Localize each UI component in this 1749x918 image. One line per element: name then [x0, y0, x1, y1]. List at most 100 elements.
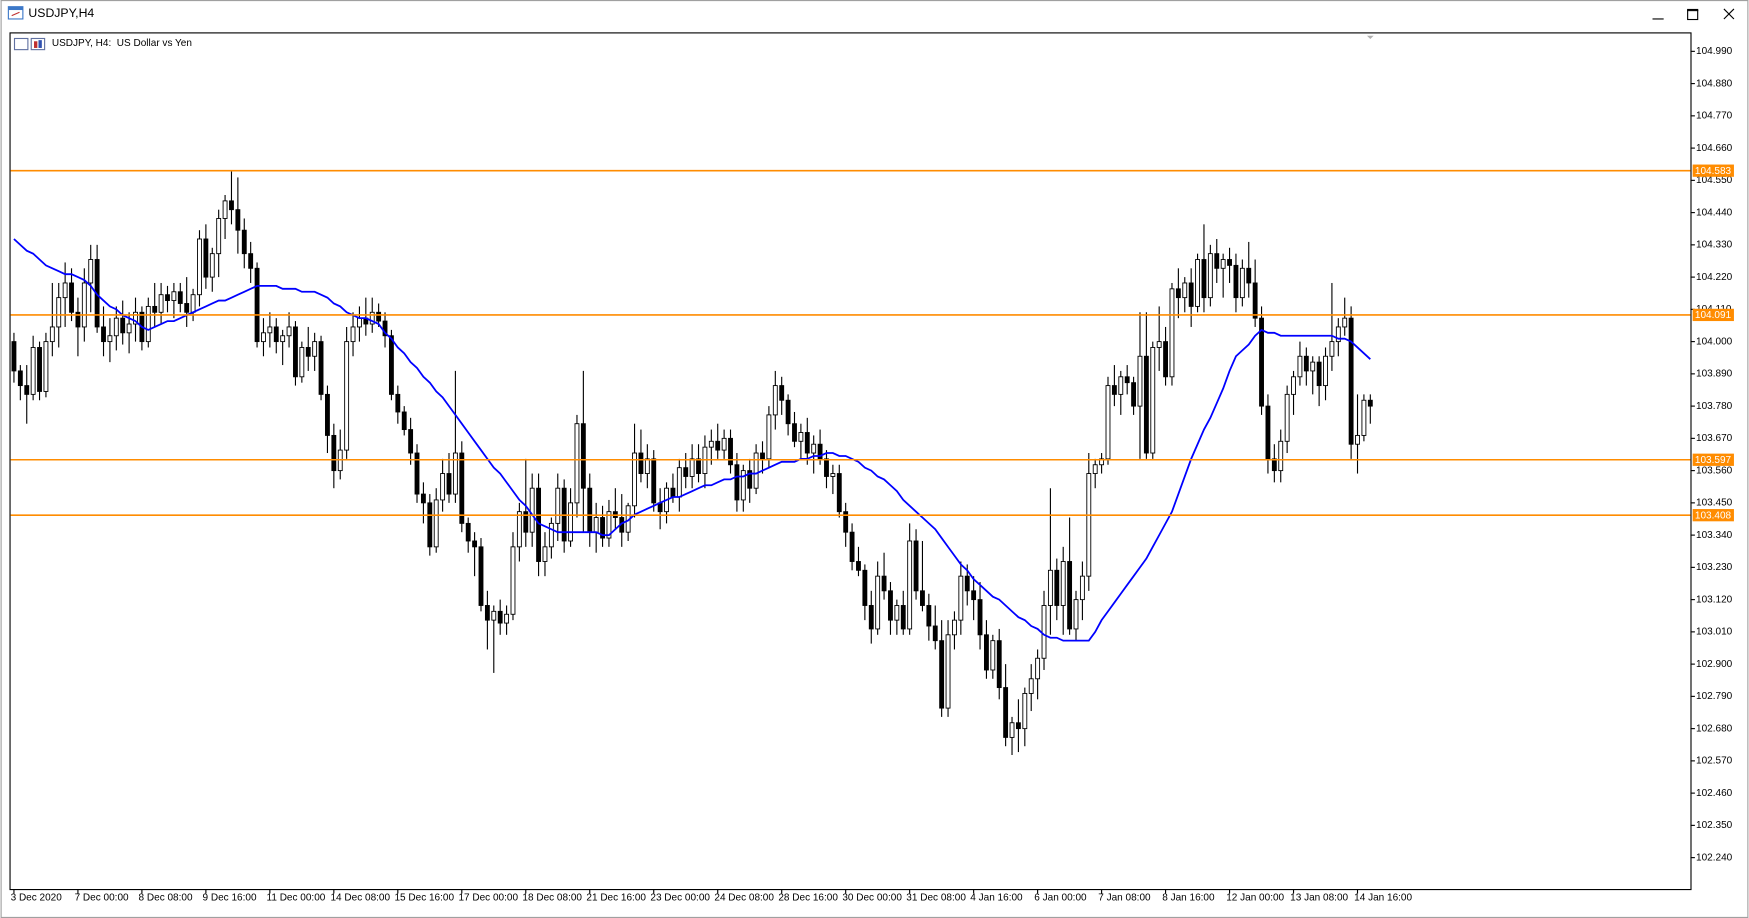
- candle-body: [856, 561, 861, 571]
- candle-body: [24, 385, 30, 395]
- y-tick-label: 102.570: [1696, 756, 1733, 767]
- candle-body: [817, 443, 823, 460]
- shift-marker: [1366, 35, 1374, 40]
- y-tick-label: 103.010: [1696, 627, 1733, 638]
- symbol-icon: [13, 37, 46, 51]
- chart-title: USDJPY, H4: US Dollar vs Yen: [52, 38, 192, 49]
- candle-body: [446, 473, 452, 495]
- candle-body: [408, 429, 414, 454]
- candle-body: [785, 399, 791, 425]
- candle-body: [1323, 355, 1328, 387]
- candle-body: [133, 311, 138, 325]
- candle-body: [184, 303, 190, 313]
- candle-body: [830, 473, 836, 477]
- candle-body: [932, 625, 938, 642]
- x-tick-label: 13 Jan 08:00: [1290, 893, 1348, 904]
- candle-body: [792, 423, 797, 442]
- candle-body: [1028, 678, 1034, 694]
- candle-body: [1105, 385, 1111, 460]
- candle-body: [1361, 399, 1367, 436]
- candle-body: [273, 326, 279, 343]
- candle-body: [958, 575, 964, 621]
- candle-body: [312, 341, 318, 357]
- x-tick-label: 8 Jan 16:00: [1162, 893, 1215, 904]
- candle-body: [331, 434, 337, 472]
- candle-body: [88, 259, 94, 284]
- candle-body: [728, 437, 733, 466]
- y-tick-label: 103.670: [1696, 433, 1733, 444]
- candle-body: [388, 335, 394, 395]
- candle-body: [267, 326, 273, 334]
- candle-body: [644, 458, 650, 474]
- candle-body: [145, 305, 151, 343]
- candle-body: [254, 267, 260, 343]
- candle-body: [721, 437, 727, 451]
- x-tick-label: 18 Dec 08:00: [522, 893, 582, 904]
- candle-body: [1054, 569, 1060, 606]
- candle-body: [1265, 405, 1271, 460]
- candle-body: [984, 634, 989, 671]
- candle-body: [299, 347, 305, 378]
- candle-body: [1041, 605, 1047, 659]
- candle-body: [779, 385, 785, 401]
- candle-body: [1047, 569, 1053, 606]
- y-tick-label: 104.880: [1696, 78, 1733, 89]
- candle-body: [1035, 657, 1041, 680]
- candle-body: [286, 326, 292, 337]
- candle-body: [43, 341, 49, 392]
- candle-body: [875, 575, 881, 630]
- candle-body: [1252, 282, 1258, 319]
- candle-body: [798, 432, 804, 442]
- candle-body: [1067, 561, 1073, 630]
- candle-body: [811, 443, 817, 454]
- candle-body: [900, 605, 906, 630]
- candle-body: [401, 411, 407, 431]
- level-tag: [1692, 308, 1734, 322]
- y-tick-label: 102.460: [1696, 788, 1733, 799]
- candle-body: [651, 458, 657, 504]
- candle-body: [1073, 599, 1079, 630]
- candle-body: [1220, 259, 1226, 269]
- candle-body: [216, 218, 222, 255]
- candle-body: [248, 253, 254, 269]
- level-tag: [1692, 164, 1734, 177]
- x-tick-label: 17 Dec 00:00: [458, 893, 518, 904]
- close-button[interactable]: [1723, 8, 1735, 20]
- candle-body: [1207, 253, 1213, 299]
- candle-body: [472, 540, 478, 548]
- x-tick-label: 21 Dec 16:00: [586, 893, 646, 904]
- x-tick-label: 3 Dec 2020: [11, 893, 63, 904]
- candle-body: [1118, 376, 1124, 395]
- candle-body: [229, 200, 234, 211]
- candle-body: [990, 640, 996, 671]
- candle-body: [478, 546, 484, 606]
- y-tick-label: 104.440: [1696, 207, 1733, 218]
- candle-body: [907, 540, 913, 630]
- candle-body: [1092, 464, 1098, 474]
- y-tick-label: 104.000: [1696, 336, 1733, 347]
- x-tick-label: 8 Dec 08:00: [139, 893, 193, 904]
- candle-body: [683, 467, 689, 477]
- candle-body: [1079, 575, 1085, 601]
- candle-body: [1316, 361, 1322, 387]
- candle-body: [17, 370, 23, 387]
- candle-body: [465, 522, 471, 542]
- y-tick-label: 102.350: [1696, 820, 1733, 831]
- candle-body: [676, 467, 682, 498]
- candle-body: [1297, 355, 1303, 378]
- candle-body: [69, 282, 74, 313]
- candle-body: [30, 347, 36, 395]
- candle-body: [849, 531, 855, 562]
- candle-body: [1239, 267, 1245, 299]
- x-tick-label: 23 Dec 00:00: [650, 893, 710, 904]
- candle-body: [280, 335, 286, 343]
- candle-body: [1060, 561, 1066, 606]
- maximize-button[interactable]: [1687, 8, 1699, 21]
- x-tick-label: 9 Dec 16:00: [203, 893, 257, 904]
- x-tick-label: 31 Dec 08:00: [906, 893, 966, 904]
- candle-body: [357, 317, 362, 328]
- candle-body: [1143, 355, 1149, 454]
- candle-body: [325, 393, 330, 436]
- candle-body: [344, 341, 350, 451]
